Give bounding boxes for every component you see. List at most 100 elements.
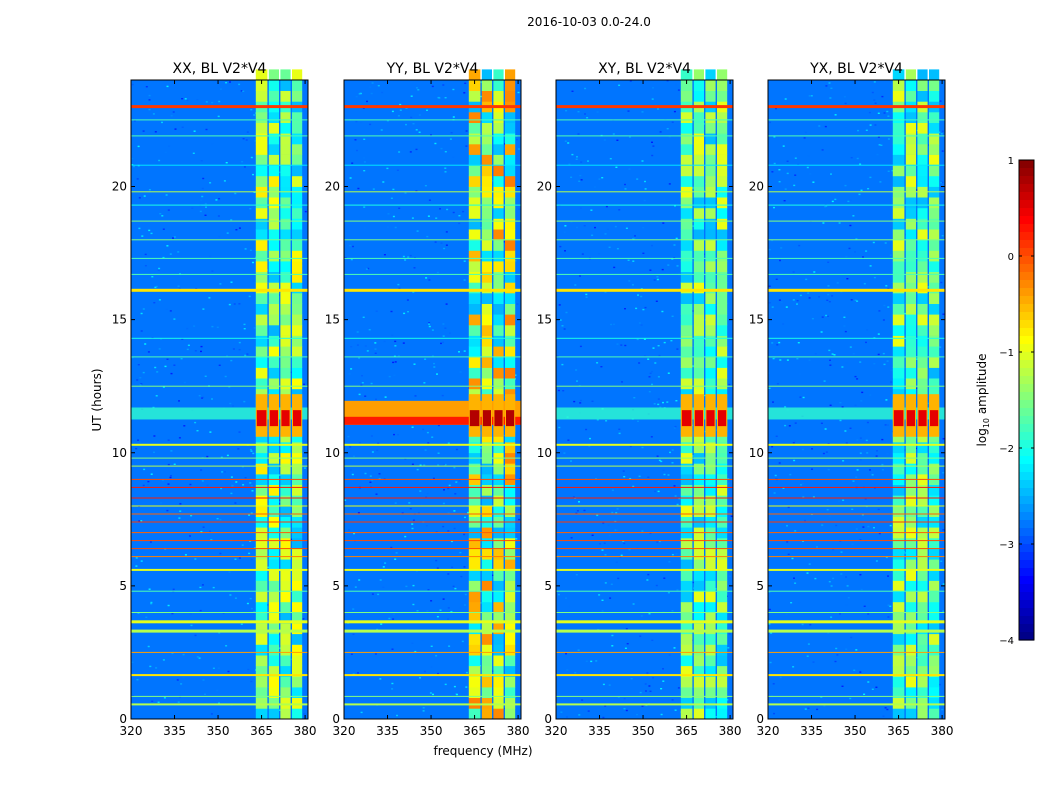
noise-speck [160, 502, 163, 504]
noise-speck [186, 327, 189, 330]
noise-speck [219, 88, 222, 90]
y-tick-label: 10 [325, 446, 340, 460]
noise-speck [440, 147, 443, 150]
rfi-block-cell [255, 346, 268, 358]
rfi-block-cell [280, 229, 291, 241]
noise-speck [252, 261, 254, 264]
rfi-block-cell [468, 197, 481, 209]
rfi-block-cell [693, 559, 704, 571]
noise-speck [941, 150, 944, 152]
noise-speck [793, 459, 796, 462]
rfi-block-cell [705, 112, 716, 123]
rfi-block-cell [892, 335, 905, 347]
rfi-block-cell [917, 431, 928, 443]
noise-speck [442, 502, 445, 505]
noise-speck [585, 428, 588, 431]
noise-speck [216, 326, 219, 328]
noise-speck [220, 456, 223, 458]
rfi-block-cell [693, 495, 704, 507]
rfi-block-cell [268, 378, 279, 390]
noise-speck [816, 546, 818, 548]
noise-speck [662, 401, 664, 404]
noise-speck [798, 244, 801, 247]
noise-speck [887, 170, 890, 172]
noise-speck [831, 295, 834, 297]
noise-speck [386, 226, 389, 228]
noise-speck [604, 554, 607, 556]
noise-speck [417, 512, 420, 514]
rfi-line [556, 556, 733, 558]
noise-speck [436, 373, 438, 375]
rfi-block-cell [468, 644, 481, 656]
rfi-block-cell [705, 655, 716, 667]
noise-speck [642, 227, 645, 229]
noise-speck [414, 395, 417, 397]
noise-speck [430, 645, 433, 647]
noise-speck [218, 198, 221, 200]
noise-speck [349, 446, 352, 448]
noise-speck [458, 607, 461, 609]
noise-speck [434, 241, 437, 243]
rfi-block-cell [493, 676, 504, 688]
rfi-block-cell [693, 655, 704, 667]
noise-speck [638, 475, 641, 477]
rfi-block-cell [493, 537, 504, 549]
rfi-block-cell [493, 90, 504, 102]
y-tick-label: 20 [537, 180, 552, 194]
noise-speck [570, 176, 573, 178]
rfi-block-cell [505, 112, 516, 123]
rfi-block-cell [917, 601, 928, 613]
rfi-block-cell [917, 580, 928, 592]
noise-speck [877, 508, 880, 511]
rfi-line [768, 486, 945, 488]
noise-speck [164, 151, 167, 154]
rfi-block-cell [680, 122, 693, 134]
rfi-block-cell [680, 655, 693, 667]
noise-speck [886, 453, 889, 455]
rfi-block-cell [255, 665, 268, 677]
y-tick-label: 10 [749, 446, 764, 460]
rfi-block-cell [705, 495, 716, 507]
noise-speck [881, 469, 884, 471]
noise-speck [186, 348, 189, 351]
colorbar-segment [1019, 488, 1034, 497]
rfi-block-cell [268, 133, 279, 145]
noise-speck [428, 323, 430, 325]
rfi-block-cell [905, 261, 916, 272]
rfi-block-cell [493, 548, 504, 560]
noise-speck [144, 253, 147, 256]
noise-speck [868, 111, 871, 114]
noise-speck [785, 613, 788, 616]
noise-speck [849, 346, 852, 348]
noise-speck [775, 478, 777, 480]
noise-speck [601, 599, 604, 601]
noise-speck [246, 131, 249, 133]
rfi-block-cell [268, 463, 279, 475]
noise-speck [940, 560, 943, 562]
noise-speck [802, 540, 804, 542]
noise-speck [374, 342, 377, 344]
x-tick-label: 380 [719, 724, 742, 738]
rfi-block-cell [255, 484, 268, 496]
noise-speck [196, 430, 199, 432]
noise-speck [140, 330, 143, 332]
rfi-block-cell [917, 229, 928, 241]
panel-title: XY, BL V2*V4 [598, 61, 691, 77]
noise-speck [206, 484, 209, 486]
rfi-line [344, 356, 521, 358]
rfi-block-cell [493, 112, 504, 123]
noise-speck [152, 113, 155, 115]
noise-speck [867, 613, 870, 615]
noise-speck [220, 487, 223, 490]
noise-speck [402, 342, 405, 344]
noise-speck [623, 708, 626, 710]
rfi-block-cell [493, 569, 504, 581]
rfi-block-cell [468, 261, 481, 272]
noise-speck [178, 287, 181, 290]
rfi-block-cell [680, 197, 693, 209]
noise-speck [241, 161, 244, 163]
noise-speck [667, 474, 670, 476]
noise-speck [414, 650, 417, 653]
noise-speck [437, 424, 440, 427]
noise-speck [639, 635, 642, 637]
